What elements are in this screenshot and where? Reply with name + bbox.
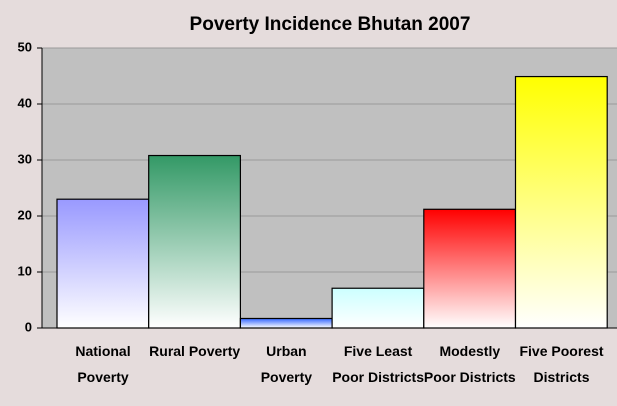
x-tick-label: Urban Poverty xyxy=(260,343,313,385)
bar xyxy=(331,287,425,329)
x-tick-label: National Poverty xyxy=(75,343,131,385)
chart-title: Poverty Incidence Bhutan 2007 xyxy=(190,14,471,35)
y-tick-label: 10 xyxy=(18,263,32,278)
x-tick-label: Rural Poverty xyxy=(149,343,241,359)
y-tick-label: 30 xyxy=(18,151,32,166)
bar xyxy=(239,317,333,329)
x-tick-label: Five Least Poor Districts xyxy=(332,343,424,385)
y-tick-label: 50 xyxy=(18,39,32,54)
x-tick-label: Five Poorest Districts xyxy=(519,343,604,385)
bar xyxy=(423,208,517,329)
bar xyxy=(56,198,150,329)
bar xyxy=(148,154,241,329)
y-tick-label: 40 xyxy=(18,95,32,110)
bar xyxy=(514,75,608,329)
x-tick-label: Modestly Poor Districts xyxy=(423,343,516,385)
y-tick-label: 20 xyxy=(18,207,32,222)
y-tick-label: 0 xyxy=(25,319,32,334)
